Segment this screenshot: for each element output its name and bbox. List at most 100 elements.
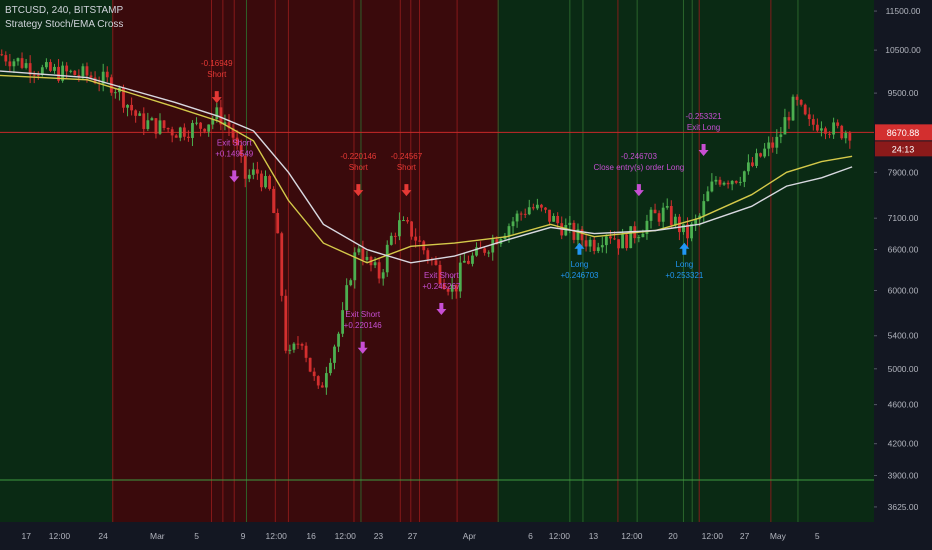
candle-body bbox=[669, 205, 673, 226]
countdown-label: 24:13 bbox=[892, 144, 915, 154]
price-tick-label: 10500.00 bbox=[885, 45, 921, 55]
candle-body bbox=[641, 233, 645, 238]
candle-body bbox=[742, 171, 746, 182]
candle-body bbox=[552, 215, 556, 222]
candle-body bbox=[588, 239, 592, 247]
trade-annotation: -0.246703 Close entry(s) order Long bbox=[594, 152, 684, 197]
candle-body bbox=[276, 212, 280, 234]
candle-body bbox=[491, 239, 495, 253]
candle-body bbox=[568, 222, 572, 226]
candle-body bbox=[807, 114, 811, 120]
candle-body bbox=[393, 235, 397, 237]
candle-body bbox=[523, 213, 527, 215]
annotation-label: -0.253321 bbox=[686, 112, 723, 121]
price-axis[interactable]: 11500.00 10500.00 9500.00 8670.88 24:13 7900.… bbox=[874, 0, 932, 550]
time-axis[interactable]: 17 12:00 24 Mar 5 9 12:00 16 12:00 23 27 Apr 6 12:00 1… bbox=[0, 522, 932, 550]
bear-zone bbox=[112, 0, 500, 522]
candle-body bbox=[458, 262, 462, 292]
candle-body bbox=[751, 162, 754, 166]
candle-body bbox=[272, 188, 276, 213]
candle-body bbox=[515, 213, 519, 222]
candle-body bbox=[471, 255, 474, 264]
candle-body bbox=[450, 284, 454, 292]
candle-body bbox=[73, 70, 77, 76]
annotation-label: Short bbox=[349, 163, 369, 172]
candle-body bbox=[759, 153, 762, 157]
time-axis-background bbox=[0, 522, 932, 550]
candle-body bbox=[288, 349, 292, 351]
annotation-label: +0.253321 bbox=[665, 271, 704, 280]
candle-body bbox=[442, 284, 446, 289]
trade-annotation: Exit Short +0.245267 bbox=[422, 271, 461, 316]
candle-body bbox=[227, 122, 231, 129]
candle-body bbox=[199, 122, 202, 129]
candle-body bbox=[308, 357, 312, 372]
candle-body bbox=[89, 75, 93, 78]
time-tick-label: 5 bbox=[194, 531, 199, 541]
candle-body bbox=[174, 135, 178, 138]
arrow-down-icon bbox=[436, 303, 447, 316]
candle-body bbox=[53, 66, 56, 71]
annotation-label: +0.245267 bbox=[422, 282, 461, 291]
candle-body bbox=[828, 133, 831, 135]
candle-body bbox=[154, 118, 158, 134]
candle-body bbox=[840, 125, 844, 139]
candle-body bbox=[596, 247, 600, 252]
arrow-down-icon bbox=[229, 170, 240, 183]
trade-annotation: -0.16949 Short bbox=[201, 59, 233, 104]
candle-body bbox=[0, 54, 4, 56]
candle-body bbox=[507, 226, 511, 236]
candle-body bbox=[32, 74, 36, 76]
candle-body bbox=[191, 123, 194, 138]
candle-body bbox=[519, 213, 523, 215]
arrow-up-icon bbox=[679, 242, 690, 255]
candle-body bbox=[215, 107, 219, 120]
candle-body bbox=[848, 132, 852, 141]
time-tick-label: 5 bbox=[815, 531, 820, 541]
price-tick-label: 5000.00 bbox=[888, 364, 919, 374]
arrow-up-icon bbox=[574, 242, 585, 255]
strategy-title[interactable]: Strategy Stoch/EMA Cross bbox=[5, 19, 124, 30]
candle-body bbox=[779, 134, 783, 137]
candle-body bbox=[730, 180, 734, 185]
candle-body bbox=[426, 250, 430, 260]
time-tick-label: 9 bbox=[241, 531, 246, 541]
signal-vertical-lines bbox=[112, 0, 799, 522]
candle-body bbox=[706, 191, 710, 202]
candle-body bbox=[162, 120, 166, 129]
candle-body bbox=[40, 67, 44, 76]
candle-body bbox=[815, 124, 819, 131]
candle-body bbox=[475, 247, 478, 256]
candle-body bbox=[247, 174, 251, 179]
symbol-title[interactable]: BTCUSD, 240, BITSTAMP bbox=[5, 5, 124, 16]
time-tick-label: 24 bbox=[98, 531, 108, 541]
candle-body bbox=[617, 239, 620, 249]
arrow-down-icon bbox=[357, 341, 368, 354]
price-tick-label: 11500.00 bbox=[886, 6, 921, 16]
candle-body bbox=[799, 99, 803, 105]
candle-body bbox=[203, 128, 207, 132]
price-tick-label: 7900.00 bbox=[888, 167, 919, 177]
price-tick-label: 4200.00 bbox=[888, 439, 919, 449]
candle-body bbox=[410, 221, 413, 237]
candle-body bbox=[36, 74, 40, 76]
time-tick-label: 27 bbox=[408, 531, 418, 541]
candle-body bbox=[694, 219, 698, 224]
candle-body bbox=[755, 153, 758, 166]
time-tick-label: Apr bbox=[463, 531, 476, 541]
price-tick-label: 5400.00 bbox=[888, 331, 919, 341]
candle-body bbox=[621, 234, 625, 249]
time-tick-label: 20 bbox=[668, 531, 678, 541]
candle-body bbox=[576, 229, 580, 240]
candle-body bbox=[207, 124, 211, 132]
candle-body bbox=[673, 216, 677, 226]
candle-body bbox=[544, 207, 547, 210]
candle-body bbox=[592, 239, 596, 252]
candle-body bbox=[113, 92, 117, 94]
candle-body bbox=[329, 362, 332, 374]
annotation-label: Exit Short bbox=[424, 271, 459, 280]
candle-body bbox=[398, 220, 401, 237]
price-tick-label: 4600.00 bbox=[888, 400, 919, 410]
candle-body bbox=[824, 128, 827, 134]
